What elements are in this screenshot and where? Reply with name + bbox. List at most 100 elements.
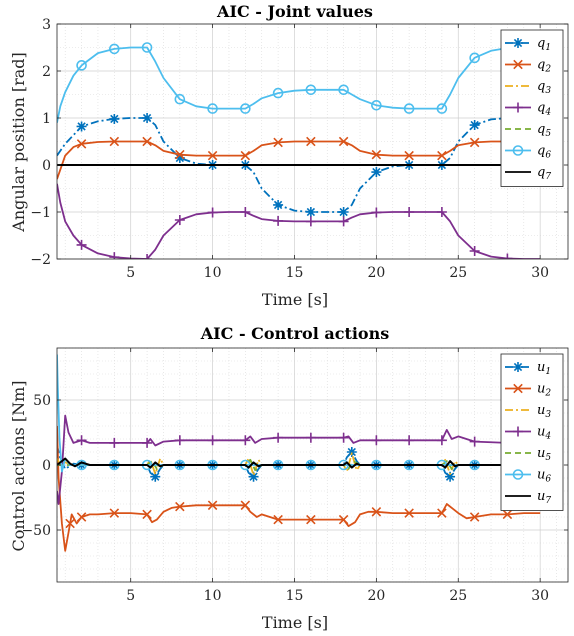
series-q2-point (273, 137, 283, 148)
series-u2-point (338, 514, 349, 525)
series-q2 (57, 136, 541, 180)
series-u2-point (502, 509, 513, 520)
series-q1-point (469, 120, 480, 131)
series-q4-point (338, 216, 349, 227)
legend-marker (513, 362, 523, 372)
axes: 5 10 15 20 25 30 −2 −1 0 1 2 3 (30, 17, 569, 281)
series-q4-point (469, 246, 480, 257)
legend-marker (513, 38, 523, 48)
x-tick-label: 30 (531, 588, 549, 604)
series-u2-point (65, 518, 75, 529)
x-tick-label: 30 (531, 265, 549, 281)
series-q2-point (338, 136, 349, 147)
series-u2-line (57, 425, 541, 552)
legend-marker (513, 426, 523, 437)
plot-area (57, 354, 541, 552)
series-q6-point (403, 103, 415, 114)
series-u4-point (76, 435, 87, 446)
series-u1-point (445, 471, 456, 482)
series-q6-line (57, 46, 541, 123)
series-u4-point (174, 435, 185, 446)
series-q1-point (338, 207, 349, 217)
series-u1-point (346, 447, 357, 457)
control-actions-chart: AIC - Control actions Time [s] Control a… (9, 324, 569, 632)
series-u4 (57, 414, 541, 505)
series-u4-point (273, 432, 284, 443)
x-tick-label: 15 (286, 588, 304, 604)
series-u4-point (207, 435, 218, 446)
series-q6-point (436, 103, 448, 114)
series-u2-point (404, 508, 414, 518)
series-q6-point (469, 52, 480, 64)
series-u7 (57, 457, 541, 469)
series-u2-point (371, 507, 382, 517)
y-tick-label: −50 (21, 523, 51, 539)
series-u2-point (306, 514, 316, 525)
series-q6-point (76, 60, 87, 71)
x-tick-label: 5 (126, 588, 135, 604)
series-q6-point (240, 103, 251, 114)
series-q1-point (142, 113, 153, 123)
x-tick-label: 5 (126, 265, 135, 281)
series-q2-point (240, 150, 251, 161)
series-q2-point (404, 150, 414, 161)
x-axis-label: Time [s] (262, 613, 328, 632)
x-tick-label: 25 (449, 588, 467, 604)
series-u4-point (469, 436, 480, 447)
series-u7-line (57, 457, 541, 469)
x-tick-label: 20 (367, 588, 385, 604)
series-u4-point (338, 432, 349, 443)
y-axis-label: Angular position [rad] (9, 52, 28, 232)
y-tick-label: 2 (42, 64, 51, 80)
axes: 5 10 15 20 25 30 −50 0 50 (21, 347, 569, 604)
series-q1-point (109, 113, 120, 124)
series-q1-point (174, 152, 185, 163)
legend-marker (513, 59, 523, 70)
series-u2-point (437, 508, 447, 518)
y-tick-label: −1 (30, 205, 51, 221)
x-tick-label: 10 (204, 588, 222, 604)
series-q6-point (141, 42, 153, 53)
series-u4-point (371, 435, 382, 446)
series-u2-point (273, 514, 283, 525)
series-u4-point (142, 437, 153, 448)
series-q2-point (109, 136, 120, 147)
x-tick-label: 15 (286, 265, 304, 281)
series-u1-point (150, 471, 161, 482)
series-u2-point (109, 508, 120, 518)
x-tick-label: 20 (367, 265, 385, 281)
series-q4-point (174, 214, 185, 225)
series-u4-point (436, 435, 447, 446)
series-u2 (57, 425, 541, 552)
series-q4-point (142, 254, 153, 259)
series-q6-point (174, 93, 186, 105)
series-u6-line (57, 354, 541, 473)
series-u2-point (469, 512, 480, 522)
series-q2-point (175, 149, 185, 160)
series-q2-point (469, 137, 480, 148)
y-tick-label: 0 (42, 158, 51, 174)
series-q6-point (338, 84, 349, 96)
series-q4-point (76, 239, 87, 250)
legend-marker (513, 102, 523, 113)
series-q6-point (272, 87, 284, 99)
y-tick-label: 3 (42, 17, 51, 33)
series-u1-point (248, 471, 259, 482)
y-axis-label: Control actions [Nm] (9, 380, 28, 551)
x-axis-label: Time [s] (262, 290, 328, 309)
series-q4-point (207, 207, 218, 218)
series-q1-point (273, 199, 284, 210)
x-tick-label: 25 (449, 265, 467, 281)
series-q4-point (273, 215, 284, 226)
series-q4-point (404, 207, 415, 217)
series-u2-point (207, 500, 218, 511)
series-q2-point (207, 150, 218, 161)
series-q4-point (502, 253, 513, 259)
series-u2-point (76, 512, 87, 522)
series-u4-point (240, 435, 251, 446)
series-u2-point (142, 509, 152, 520)
series-q4-point (305, 216, 316, 227)
